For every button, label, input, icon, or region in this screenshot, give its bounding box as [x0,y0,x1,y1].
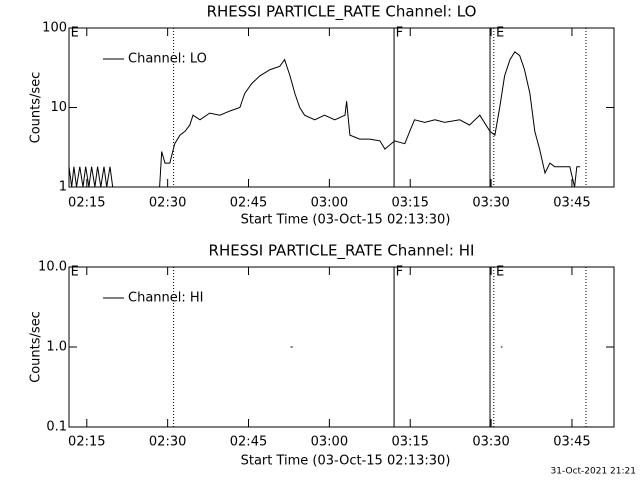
x-tick-label: 03:15 [391,435,428,450]
y-tick-label: 10.0 [38,260,67,275]
y-tick-label: 1.0 [46,340,67,355]
y-axis-label: Counts/sec [29,311,44,383]
x-tick-label: 02:30 [149,435,186,450]
x-tick-label: 03:30 [472,196,509,211]
x-tick-label: 02:45 [230,196,267,211]
x-tick-label: 03:45 [553,435,590,450]
x-tick-label: 03:30 [472,435,509,450]
x-tick-label: 03:00 [311,196,348,211]
x-tick-label: 02:45 [230,435,267,450]
y-tick-label: 100 [42,21,67,36]
event-label: E [71,26,79,41]
x-tick-label: 02:15 [68,196,105,211]
event-label: F [396,26,403,41]
footer-date: 31-Oct-2021 21:21 [551,467,636,477]
x-tick-label: 02:30 [149,196,186,211]
data-line [68,51,580,188]
x-tick-label: 03:15 [391,196,428,211]
chart-title: RHESSI PARTICLE_RATE Channel: HI [209,242,475,261]
x-tick-label: 03:00 [311,435,348,450]
event-label: E [496,265,504,280]
event-label: E [71,265,79,280]
legend-label: Channel: HI [128,291,204,306]
x-axis-label: Start Time (03-Oct-15 02:13:30) [241,454,451,469]
x-axis-label: Start Time (03-Oct-15 02:13:30) [241,213,451,228]
x-tick-label: 03:45 [553,196,590,211]
y-tick-label: 10 [50,100,67,115]
event-label: F [396,265,403,280]
chart-title: RHESSI PARTICLE_RATE Channel: LO [207,3,477,22]
y-axis-label: Counts/sec [29,72,44,144]
x-tick-label: 02:15 [68,435,105,450]
event-label: E [496,26,504,41]
y-tick-label: 0.1 [46,420,67,435]
y-tick-label: 1 [59,180,67,195]
legend-label: Channel: LO [128,52,207,67]
